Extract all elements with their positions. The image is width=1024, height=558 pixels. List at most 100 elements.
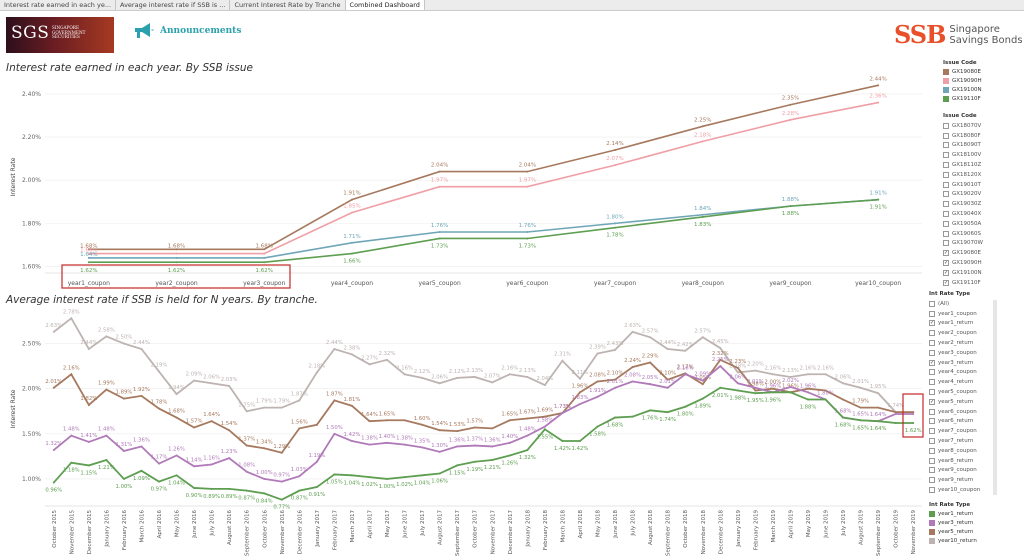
checkbox[interactable] <box>929 379 935 386</box>
filter-item[interactable]: ✓ GX19080E <box>943 248 983 258</box>
filter-item[interactable]: GX19040X <box>943 209 983 219</box>
x-tick-label: October 2019 <box>894 510 900 548</box>
filter-item[interactable]: year4_return <box>929 377 995 387</box>
data-label: 2.13% <box>466 368 483 374</box>
checkbox[interactable] <box>943 181 949 188</box>
checkbox[interactable] <box>929 467 935 474</box>
filter-item[interactable]: year4_coupon <box>929 368 995 378</box>
filter-item[interactable]: year8_return <box>929 456 995 466</box>
filter-item[interactable]: ✓ year1_return <box>929 319 995 329</box>
filter-item[interactable]: ✓ GX19100N <box>943 268 983 278</box>
checkbox[interactable] <box>929 300 935 307</box>
filter-item[interactable]: year1_coupon <box>929 309 995 319</box>
filter-item[interactable]: ✓ GX19110F <box>943 278 983 288</box>
checkbox[interactable]: ✓ <box>929 398 935 405</box>
checkbox[interactable]: ✓ <box>943 279 949 286</box>
filter-item[interactable]: ✓ year5_return <box>929 397 995 407</box>
announcements-link[interactable]: Announcements <box>132 22 241 40</box>
filter-item[interactable]: year6_return <box>929 417 995 427</box>
checkbox[interactable] <box>929 487 935 494</box>
checkbox[interactable] <box>943 211 949 218</box>
checkbox[interactable] <box>929 477 935 484</box>
sgs-logo[interactable]: SGS SINGAPORE GOVERNMENT SECURITIES <box>6 17 114 53</box>
int-rate-type-filter[interactable]: Int Rate Type (All) year1_coupon ✓ year1_re… <box>929 291 995 495</box>
filter-item[interactable]: GX19030Z <box>943 199 983 209</box>
checkbox[interactable] <box>943 132 949 139</box>
checkbox[interactable] <box>943 201 949 208</box>
tab-3[interactable]: Current Interest Rate by Tranche <box>230 0 346 10</box>
checkbox[interactable] <box>943 122 949 129</box>
filter-item[interactable]: year9_return <box>929 475 995 485</box>
checkbox[interactable]: ✓ <box>929 320 935 327</box>
checkbox[interactable] <box>929 447 935 454</box>
filter-item[interactable]: ✓ year3_return <box>929 358 995 368</box>
filter-item[interactable]: GX18100V <box>943 150 983 160</box>
checkbox[interactable] <box>929 369 935 376</box>
checkbox[interactable] <box>943 240 949 247</box>
checkbox[interactable] <box>943 152 949 159</box>
filter-item[interactable]: year7_return <box>929 436 995 446</box>
checkbox[interactable] <box>929 428 935 435</box>
filter-item[interactable]: GX19010T <box>943 180 983 190</box>
checkbox[interactable] <box>929 349 935 356</box>
filter-item[interactable]: GX18080F <box>943 131 983 141</box>
legend-item[interactable]: year10_return <box>929 536 977 545</box>
legend-item[interactable]: GX19090H <box>943 77 982 86</box>
filter-label: year8_return <box>938 457 974 464</box>
filter-item[interactable]: GX18070V <box>943 121 983 131</box>
checkbox[interactable] <box>943 191 949 198</box>
checkbox[interactable] <box>929 340 935 347</box>
checkbox[interactable]: ✓ <box>943 260 949 267</box>
checkbox[interactable] <box>929 389 935 396</box>
legend-item[interactable]: year5_return <box>929 528 977 537</box>
checkbox[interactable] <box>943 171 949 178</box>
checkbox[interactable]: ✓ <box>929 359 935 366</box>
filter-item[interactable]: year6_coupon <box>929 407 995 417</box>
filter-item[interactable]: GX18090T <box>943 141 983 151</box>
checkbox[interactable] <box>943 220 949 227</box>
checkbox[interactable] <box>929 418 935 425</box>
data-label: 1.53% <box>449 422 466 428</box>
tab-2[interactable]: Average interest rate if SSB is ... <box>116 0 231 10</box>
filter-item[interactable]: year5_coupon <box>929 387 995 397</box>
filter-item[interactable]: year3_coupon <box>929 348 995 358</box>
filter-item[interactable]: year8_coupon <box>929 446 995 456</box>
legend-item[interactable]: year1_return <box>929 510 977 519</box>
checkbox[interactable] <box>929 438 935 445</box>
checkbox[interactable] <box>929 408 935 415</box>
filter-item[interactable]: GX19070W <box>943 239 983 249</box>
checkbox[interactable]: ✓ <box>943 250 949 257</box>
checkbox[interactable] <box>943 230 949 237</box>
ssb-logo[interactable]: SSB Singapore Savings Bonds <box>894 20 1023 49</box>
filter-item[interactable]: GX18110Z <box>943 160 983 170</box>
filter-item[interactable]: year2_coupon <box>929 328 995 338</box>
filter-label: GX18090T <box>952 142 981 149</box>
data-point <box>543 425 546 428</box>
checkbox[interactable] <box>943 162 949 169</box>
data-label: 2.32% <box>379 351 396 357</box>
checkbox[interactable]: ✓ <box>943 269 949 276</box>
filter-item[interactable]: GX18120X <box>943 170 983 180</box>
filter-item[interactable]: ✓ GX19090H <box>943 258 983 268</box>
legend-item[interactable]: GX19110F <box>943 94 982 103</box>
filter-item[interactable]: year7_coupon <box>929 426 995 436</box>
filter-item[interactable]: GX19020V <box>943 190 983 200</box>
filter-item[interactable]: GX19060S <box>943 229 983 239</box>
data-point <box>491 427 494 430</box>
checkbox[interactable] <box>929 457 935 464</box>
data-point <box>280 406 283 409</box>
filter-item[interactable]: GX19050A <box>943 219 983 229</box>
checkbox[interactable] <box>929 310 935 317</box>
filter-item[interactable]: year10_coupon <box>929 485 995 495</box>
filter-item[interactable]: year9_coupon <box>929 466 995 476</box>
tab-1[interactable]: Interest rate earned in each ye... <box>0 0 117 10</box>
legend-item[interactable]: GX19100N <box>943 86 982 95</box>
filter-scrollbar[interactable] <box>993 300 997 495</box>
checkbox[interactable] <box>929 330 935 337</box>
filter-item[interactable]: (All) <box>929 299 995 309</box>
checkbox[interactable] <box>943 142 949 149</box>
tab-4[interactable]: Combined Dashboard <box>345 0 425 10</box>
legend-item[interactable]: GX19080E <box>943 68 982 77</box>
legend-item[interactable]: year3_return <box>929 519 977 528</box>
filter-item[interactable]: year2_return <box>929 338 995 348</box>
